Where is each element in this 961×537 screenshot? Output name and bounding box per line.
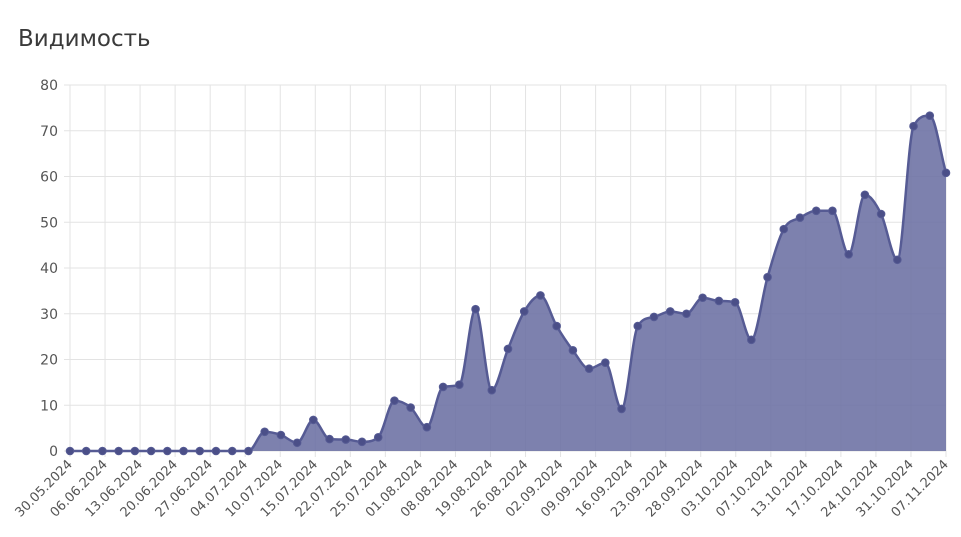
data-point[interactable] (455, 380, 464, 389)
data-point[interactable] (309, 415, 318, 425)
data-point[interactable] (779, 224, 789, 234)
x-axis-ticks: 30.05.202406.06.202413.06.202420.06.2024… (13, 457, 952, 520)
data-point[interactable] (617, 404, 626, 414)
data-point[interactable] (876, 209, 886, 219)
data-point[interactable] (179, 446, 188, 456)
data-point[interactable] (390, 396, 399, 405)
data-point[interactable] (811, 206, 821, 216)
data-point[interactable] (925, 111, 935, 120)
data-point[interactable] (682, 309, 691, 319)
data-point[interactable] (584, 364, 594, 373)
data-point[interactable] (665, 307, 675, 316)
series-area (70, 115, 946, 452)
data-point[interactable] (633, 321, 643, 331)
data-point[interactable] (292, 438, 302, 448)
data-point[interactable] (828, 206, 837, 216)
data-point[interactable] (130, 446, 140, 456)
data-point[interactable] (471, 304, 480, 314)
data-point[interactable] (909, 121, 918, 131)
y-tick-label: 40 (40, 261, 58, 277)
y-tick-label: 0 (49, 444, 58, 460)
y-tick-label: 30 (40, 307, 58, 323)
data-point[interactable] (795, 213, 805, 222)
data-point[interactable] (227, 446, 237, 456)
data-point[interactable] (163, 446, 172, 456)
data-point[interactable] (114, 446, 123, 456)
data-point[interactable] (260, 427, 269, 437)
data-point[interactable] (747, 335, 756, 345)
data-point[interactable] (81, 446, 91, 456)
data-point[interactable] (422, 422, 432, 432)
data-point[interactable] (714, 296, 724, 306)
data-point[interactable] (698, 293, 707, 303)
data-point[interactable] (211, 446, 221, 456)
data-point[interactable] (325, 434, 334, 444)
data-point[interactable] (373, 432, 383, 442)
data-point[interactable] (503, 344, 513, 354)
data-point[interactable] (552, 321, 561, 331)
data-point[interactable] (146, 446, 156, 456)
data-point[interactable] (487, 385, 497, 395)
y-tick-label: 50 (40, 215, 58, 231)
chart-title: Видимость (18, 26, 151, 52)
data-point[interactable] (763, 272, 772, 282)
data-point[interactable] (860, 190, 870, 200)
data-point[interactable] (649, 312, 659, 322)
data-point[interactable] (406, 403, 415, 412)
data-point[interactable] (195, 446, 205, 456)
y-tick-label: 70 (40, 124, 58, 140)
y-axis-ticks: 0 10 20 30 40 50 60 70 80 (40, 78, 58, 460)
y-tick-label: 80 (40, 78, 58, 94)
data-point[interactable] (357, 437, 367, 447)
data-point[interactable] (893, 255, 902, 265)
data-point[interactable] (536, 291, 545, 300)
data-point[interactable] (244, 446, 253, 456)
data-point[interactable] (519, 307, 529, 316)
data-point[interactable] (730, 298, 740, 307)
data-point[interactable] (341, 435, 351, 444)
data-point[interactable] (844, 249, 853, 259)
y-tick-label: 60 (40, 170, 58, 186)
data-point[interactable] (568, 346, 578, 355)
y-tick-label: 20 (40, 353, 58, 369)
data-point[interactable] (65, 446, 75, 456)
data-point[interactable] (98, 446, 107, 456)
series-points (65, 111, 951, 456)
data-point[interactable] (438, 382, 448, 392)
data-point[interactable] (276, 430, 286, 440)
y-tick-label: 10 (40, 398, 58, 414)
data-point[interactable] (941, 168, 951, 178)
data-point[interactable] (601, 358, 610, 368)
